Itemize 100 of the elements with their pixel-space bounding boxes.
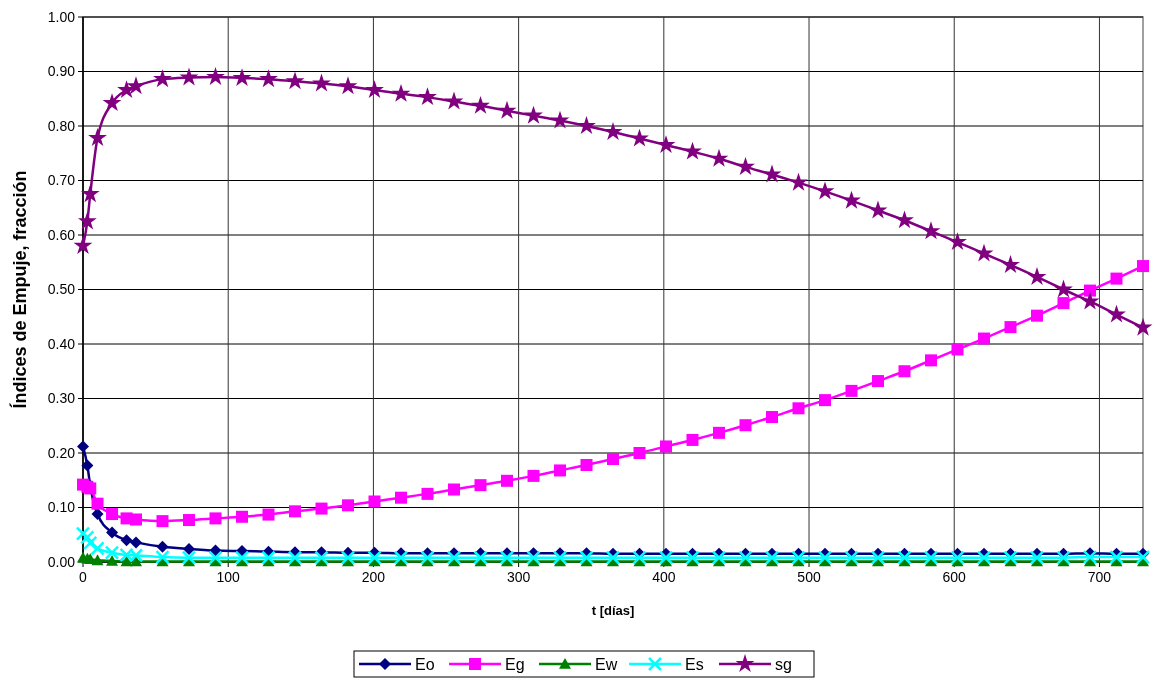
point	[925, 354, 937, 367]
point	[1029, 550, 1045, 565]
point	[1080, 291, 1100, 310]
point	[338, 76, 358, 95]
y-tick-label: 0.50	[47, 281, 76, 298]
point	[289, 505, 301, 518]
x-tick-label: 400	[652, 569, 676, 585]
point	[762, 164, 782, 183]
point	[898, 365, 911, 378]
point	[660, 440, 672, 453]
point	[262, 508, 275, 521]
point	[1135, 549, 1151, 565]
point	[1027, 267, 1047, 285]
point	[285, 71, 305, 90]
point	[102, 93, 122, 112]
y-tick-label: 0.10	[47, 499, 76, 516]
point	[106, 554, 119, 566]
point	[524, 105, 543, 124]
point	[106, 508, 119, 521]
legend-label: Ew	[595, 655, 618, 673]
point	[367, 550, 382, 565]
y-axis-title: Índices de Empuje, fracción	[9, 170, 30, 409]
point	[155, 549, 170, 565]
point	[232, 68, 252, 87]
point	[393, 550, 409, 565]
point	[104, 545, 120, 560]
point	[844, 550, 859, 565]
point	[106, 526, 119, 539]
y-tick-label: 0.40	[47, 335, 76, 352]
point	[683, 141, 702, 160]
y-tick-label: 0.60	[47, 226, 76, 243]
point	[395, 491, 407, 504]
y-tick-label: 0.80	[47, 117, 76, 134]
x-axis-title: t [días]	[591, 603, 635, 618]
point	[153, 69, 172, 88]
point	[554, 464, 566, 477]
x-tick-label: 700	[1087, 569, 1112, 585]
point	[126, 76, 146, 95]
legend-label: sg	[775, 655, 792, 673]
point	[711, 550, 727, 565]
point	[950, 550, 965, 565]
point	[1056, 550, 1071, 565]
point	[315, 502, 328, 515]
point	[183, 542, 195, 555]
point	[948, 232, 967, 251]
point	[789, 172, 808, 191]
point	[527, 469, 540, 482]
point	[951, 343, 964, 356]
point	[607, 453, 619, 465]
point	[817, 550, 833, 565]
x-tick-label: 200	[361, 569, 386, 585]
point	[897, 550, 912, 565]
point	[77, 440, 89, 453]
point	[1031, 309, 1043, 322]
point	[340, 550, 356, 565]
point	[709, 148, 729, 167]
point	[658, 550, 674, 565]
point	[819, 394, 831, 407]
point	[870, 550, 886, 565]
point	[1109, 549, 1124, 565]
x-tick-label: 500	[797, 569, 821, 585]
point	[179, 67, 199, 86]
point	[130, 513, 142, 526]
point	[209, 512, 222, 525]
point	[845, 384, 858, 397]
point	[766, 411, 778, 424]
point	[236, 510, 248, 523]
x-tick-label: 600	[942, 569, 967, 585]
point	[261, 550, 276, 565]
point	[365, 80, 384, 99]
point	[1082, 549, 1098, 565]
point	[91, 497, 104, 510]
point	[368, 495, 381, 508]
point	[183, 514, 195, 527]
point	[208, 550, 223, 565]
point	[342, 499, 354, 512]
point	[471, 95, 490, 114]
point	[446, 550, 462, 565]
point	[791, 550, 806, 565]
point	[550, 110, 570, 129]
x-tick-label: 300	[506, 569, 531, 585]
point	[603, 122, 623, 140]
point	[633, 447, 646, 459]
point	[156, 540, 169, 553]
point	[473, 550, 488, 565]
point	[81, 459, 94, 472]
point	[128, 548, 144, 563]
point	[391, 83, 411, 102]
point	[75, 526, 91, 541]
point	[420, 550, 435, 565]
point	[1003, 550, 1018, 565]
point	[685, 550, 700, 565]
point	[474, 479, 487, 492]
point	[738, 550, 753, 565]
point	[713, 426, 725, 439]
point	[736, 156, 755, 175]
point	[868, 200, 888, 219]
point	[418, 87, 437, 106]
y-tick-label: 0.90	[47, 63, 76, 80]
point	[1001, 255, 1020, 273]
